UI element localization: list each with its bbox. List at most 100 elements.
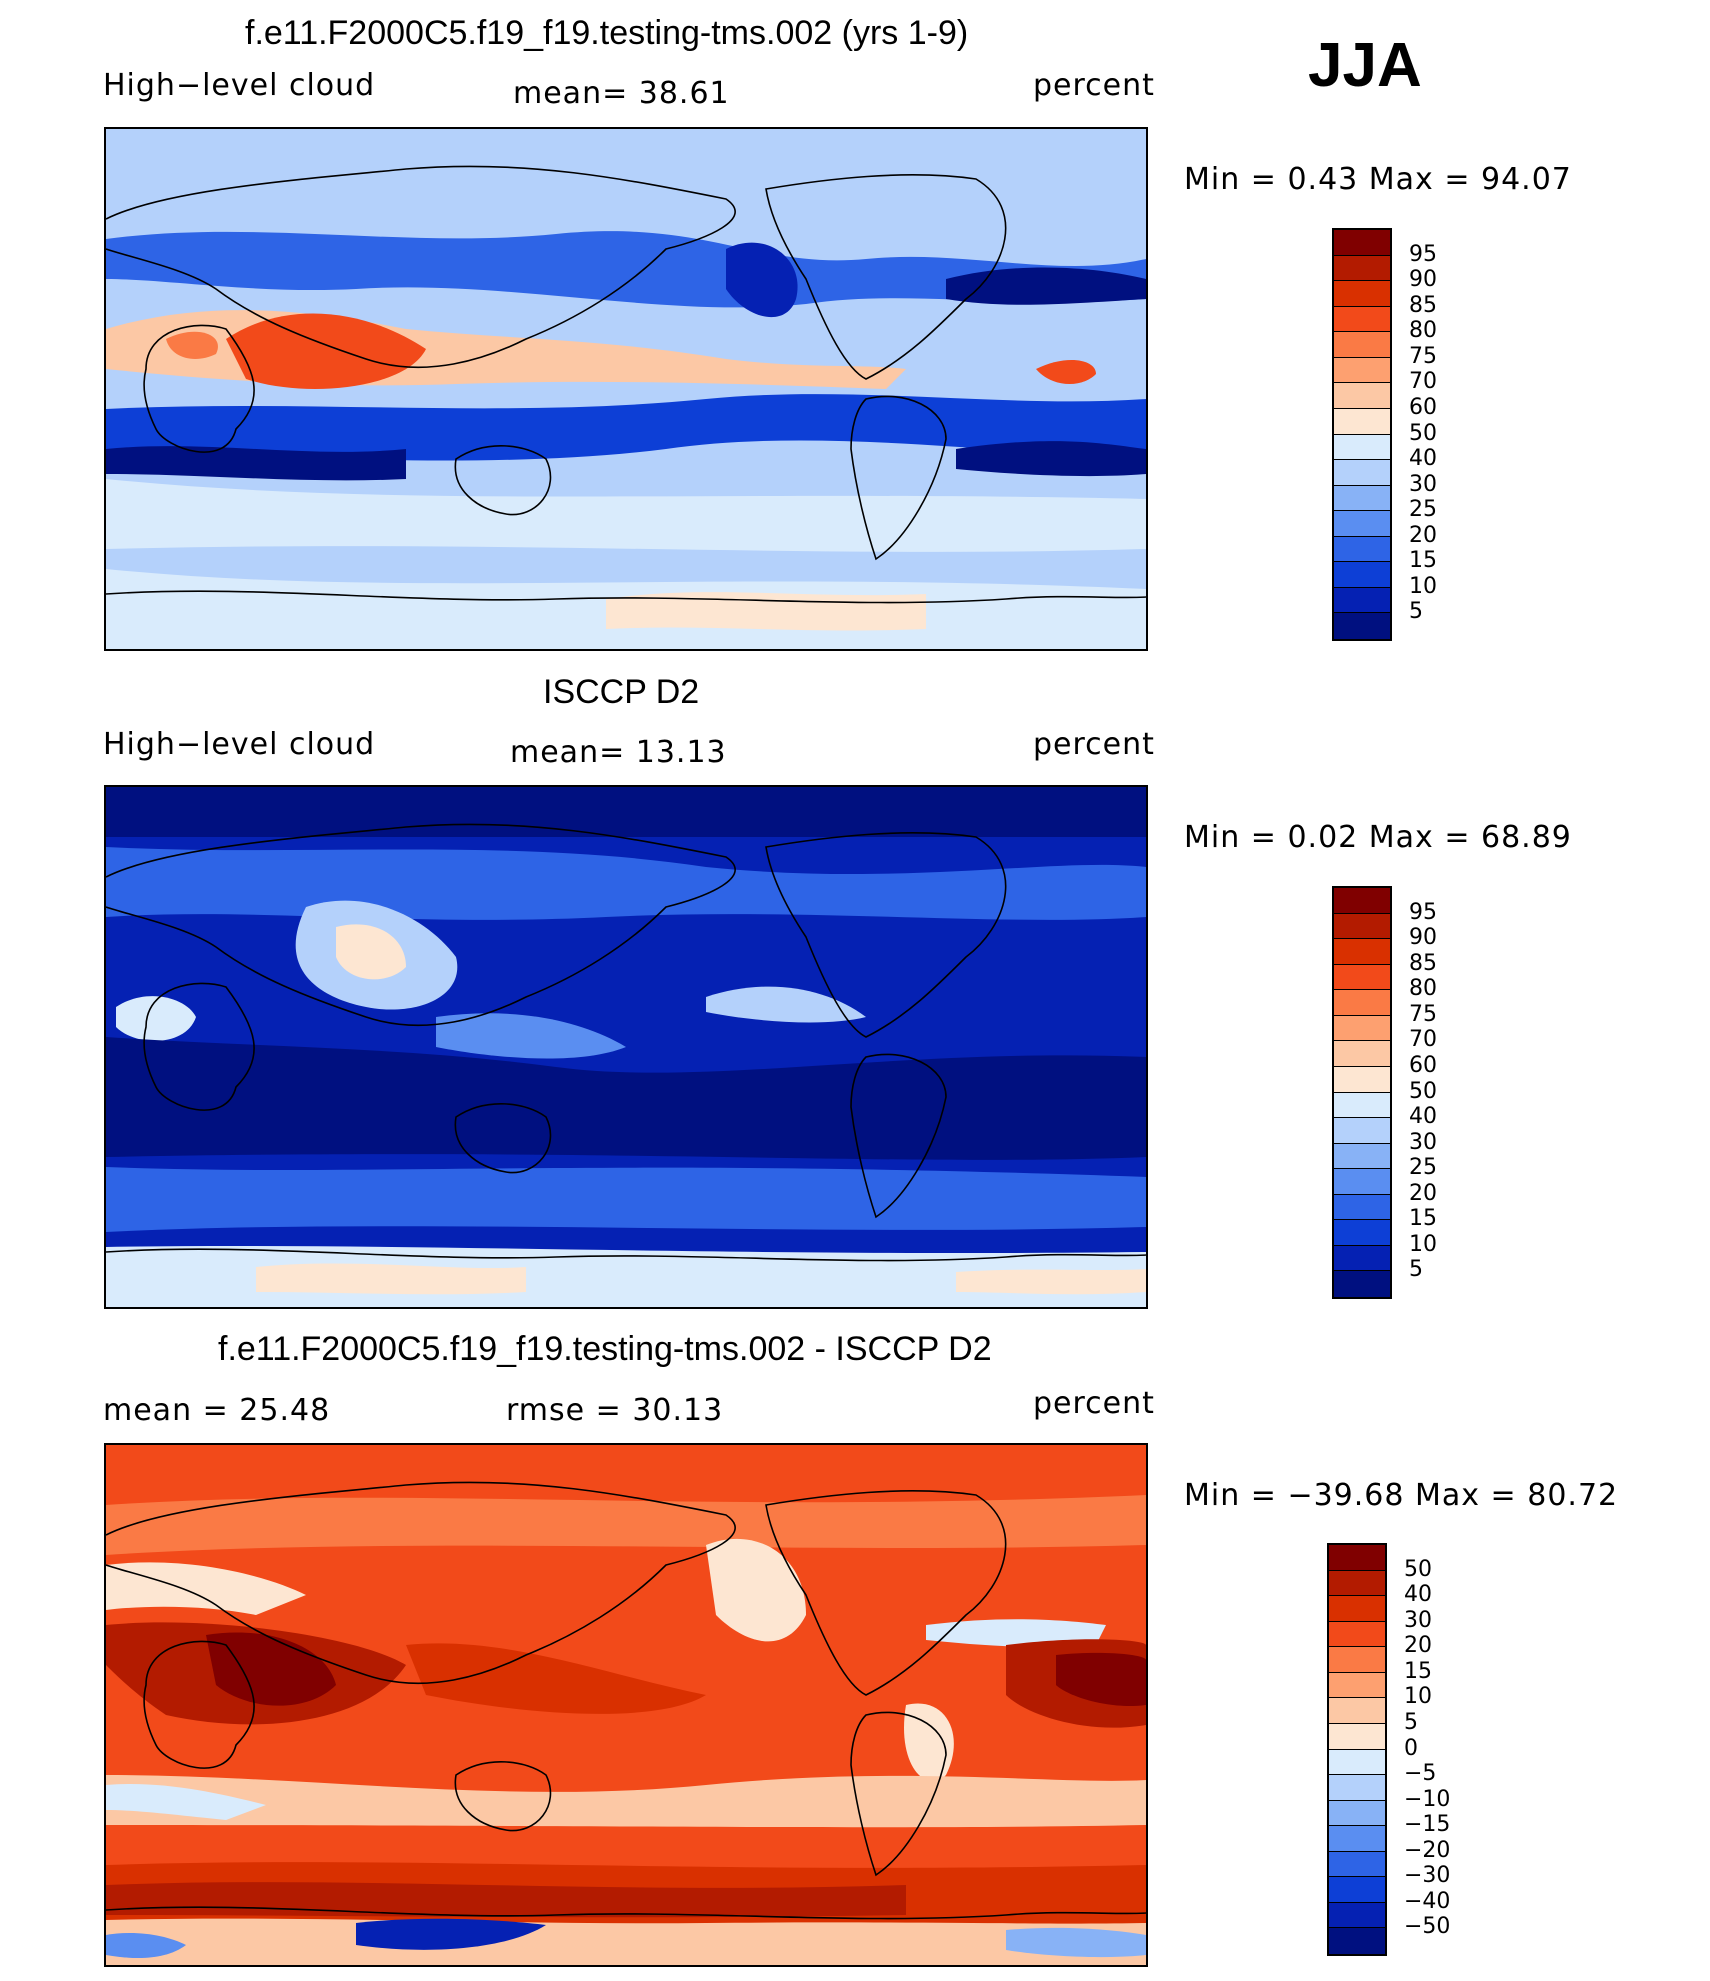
colorbar-tick-label: 90 (1409, 925, 1437, 951)
colorbar-swatch (1329, 1877, 1385, 1903)
colorbar-tick-label: 70 (1409, 369, 1437, 395)
panel-1-mean-label: mean= 38.61 (513, 76, 730, 111)
colorbar-swatch (1334, 383, 1390, 409)
colorbar-tick-label: 10 (1404, 1684, 1432, 1710)
colorbar-tick-label: 95 (1409, 241, 1437, 267)
colorbar-tick-label: 40 (1409, 1104, 1437, 1130)
colorbar-swatch (1334, 562, 1390, 588)
colorbar-tick-label: −15 (1404, 1812, 1451, 1838)
colorbar-tick-label: 30 (1409, 471, 1437, 497)
colorbar-tick-label: 20 (1409, 522, 1437, 548)
panel-1-variable-label: High−level cloud (103, 68, 376, 103)
colorbar-swatch (1334, 1245, 1390, 1272)
colorbar-tick-label: 25 (1409, 497, 1437, 523)
colorbar-swatch (1334, 434, 1390, 461)
colorbar-swatch (1334, 1169, 1390, 1195)
colorbar-swatch (1334, 332, 1390, 358)
colorbar-tick-label: 80 (1409, 318, 1437, 344)
panel-2-mean-label: mean= 13.13 (510, 735, 727, 770)
colorbar-swatch (1329, 1928, 1385, 1954)
colorbar-swatch (1334, 408, 1390, 435)
colorbar-tick-label: 5 (1409, 599, 1423, 625)
south-america-outline (850, 395, 947, 561)
season-label: JJA (1308, 31, 1422, 100)
panel-2-colorbar (1332, 886, 1392, 1299)
colorbar-tick-label: 10 (1409, 573, 1437, 599)
colorbar-tick-label: 25 (1409, 1155, 1437, 1181)
colorbar-tick-label: 50 (1404, 1556, 1432, 1582)
colorbar-tick-label: 0 (1404, 1735, 1418, 1761)
colorbar-tick-label: 85 (1409, 292, 1437, 318)
panel-2-map-field (106, 787, 1146, 1307)
colorbar-tick-label: 40 (1409, 446, 1437, 472)
colorbar-swatch (1334, 1118, 1390, 1144)
colorbar-swatch (1334, 913, 1390, 940)
colorbar-swatch (1334, 1220, 1390, 1246)
colorbar-swatch (1334, 990, 1390, 1016)
panel-3-map (104, 1443, 1148, 1967)
colorbar-swatch (1334, 613, 1390, 639)
colorbar-tick-label: 75 (1409, 1001, 1437, 1027)
colorbar-tick-label: 90 (1409, 267, 1437, 293)
antarctica-outline (106, 590, 1146, 604)
colorbar-swatch (1329, 1851, 1385, 1878)
colorbar-swatch (1334, 230, 1390, 256)
north-america-outline (765, 174, 1007, 380)
colorbar-tick-label: 20 (1404, 1633, 1432, 1659)
colorbar-swatch (1334, 939, 1390, 965)
colorbar-swatch (1334, 1066, 1390, 1093)
colorbar-swatch (1334, 357, 1390, 384)
colorbar-tick-label: 80 (1409, 976, 1437, 1002)
panel-1-colorbar (1332, 228, 1392, 641)
panel-3-map-field (106, 1445, 1146, 1965)
colorbar-tick-label: 40 (1404, 1582, 1432, 1608)
panel-3-title: f.e11.F2000C5.f19_f19.testing-tms.002 - … (218, 1330, 992, 1368)
colorbar-tick-label: 75 (1409, 343, 1437, 369)
colorbar-tick-label: −50 (1404, 1914, 1451, 1940)
colorbar-swatch (1329, 1698, 1385, 1724)
colorbar-tick-label: 60 (1409, 394, 1437, 420)
colorbar-swatch (1329, 1596, 1385, 1622)
colorbar-swatch (1329, 1902, 1385, 1929)
colorbar-swatch (1334, 511, 1390, 537)
colorbar-swatch (1334, 485, 1390, 512)
panel-3-rmse-label: rmse = 30.13 (506, 1393, 724, 1428)
colorbar-tick-label: 95 (1409, 899, 1437, 925)
colorbar-tick-label: 30 (1404, 1607, 1432, 1633)
colorbar-swatch (1329, 1775, 1385, 1801)
colorbar-tick-label: 15 (1409, 548, 1437, 574)
colorbar-tick-label: 10 (1409, 1231, 1437, 1257)
panel-3-mean-label: mean = 25.48 (103, 1393, 331, 1428)
colorbar-tick-label: 70 (1409, 1027, 1437, 1053)
panel-3-units-label: percent (1033, 1386, 1155, 1421)
panel-1-title: f.e11.F2000C5.f19_f19.testing-tms.002 (y… (245, 14, 969, 52)
panel-3-minmax: Min = −39.68 Max = 80.72 (1184, 1478, 1619, 1513)
colorbar-tick-label: 5 (1409, 1257, 1423, 1283)
panel-2-units-label: percent (1033, 727, 1155, 762)
colorbar-swatch (1334, 1143, 1390, 1170)
panel-1-minmax: Min = 0.43 Max = 94.07 (1184, 162, 1572, 197)
panel-2-minmax: Min = 0.02 Max = 68.89 (1184, 820, 1572, 855)
colorbar-tick-label: 20 (1409, 1180, 1437, 1206)
colorbar-swatch (1334, 1194, 1390, 1221)
colorbar-tick-label: 85 (1409, 950, 1437, 976)
colorbar-tick-label: 15 (1404, 1658, 1432, 1684)
panel-2-map (104, 785, 1148, 1309)
colorbar-swatch (1329, 1672, 1385, 1699)
panel-1-map-field (106, 129, 1146, 649)
colorbar-tick-label: 15 (1409, 1206, 1437, 1232)
colorbar-swatch (1329, 1749, 1385, 1776)
panel-3-colorbar (1327, 1543, 1387, 1956)
colorbar-swatch (1329, 1545, 1385, 1571)
colorbar-swatch (1329, 1647, 1385, 1673)
africa-outline (143, 324, 255, 453)
colorbar-swatch (1334, 281, 1390, 307)
colorbar-tick-label: −5 (1404, 1761, 1437, 1787)
colorbar-swatch (1334, 536, 1390, 563)
colorbar-swatch (1334, 1015, 1390, 1042)
colorbar-tick-label: −30 (1404, 1863, 1451, 1889)
colorbar-swatch (1334, 964, 1390, 991)
colorbar-tick-label: 5 (1404, 1709, 1418, 1735)
colorbar-tick-label: −40 (1404, 1888, 1451, 1914)
australia-outline (454, 445, 552, 516)
